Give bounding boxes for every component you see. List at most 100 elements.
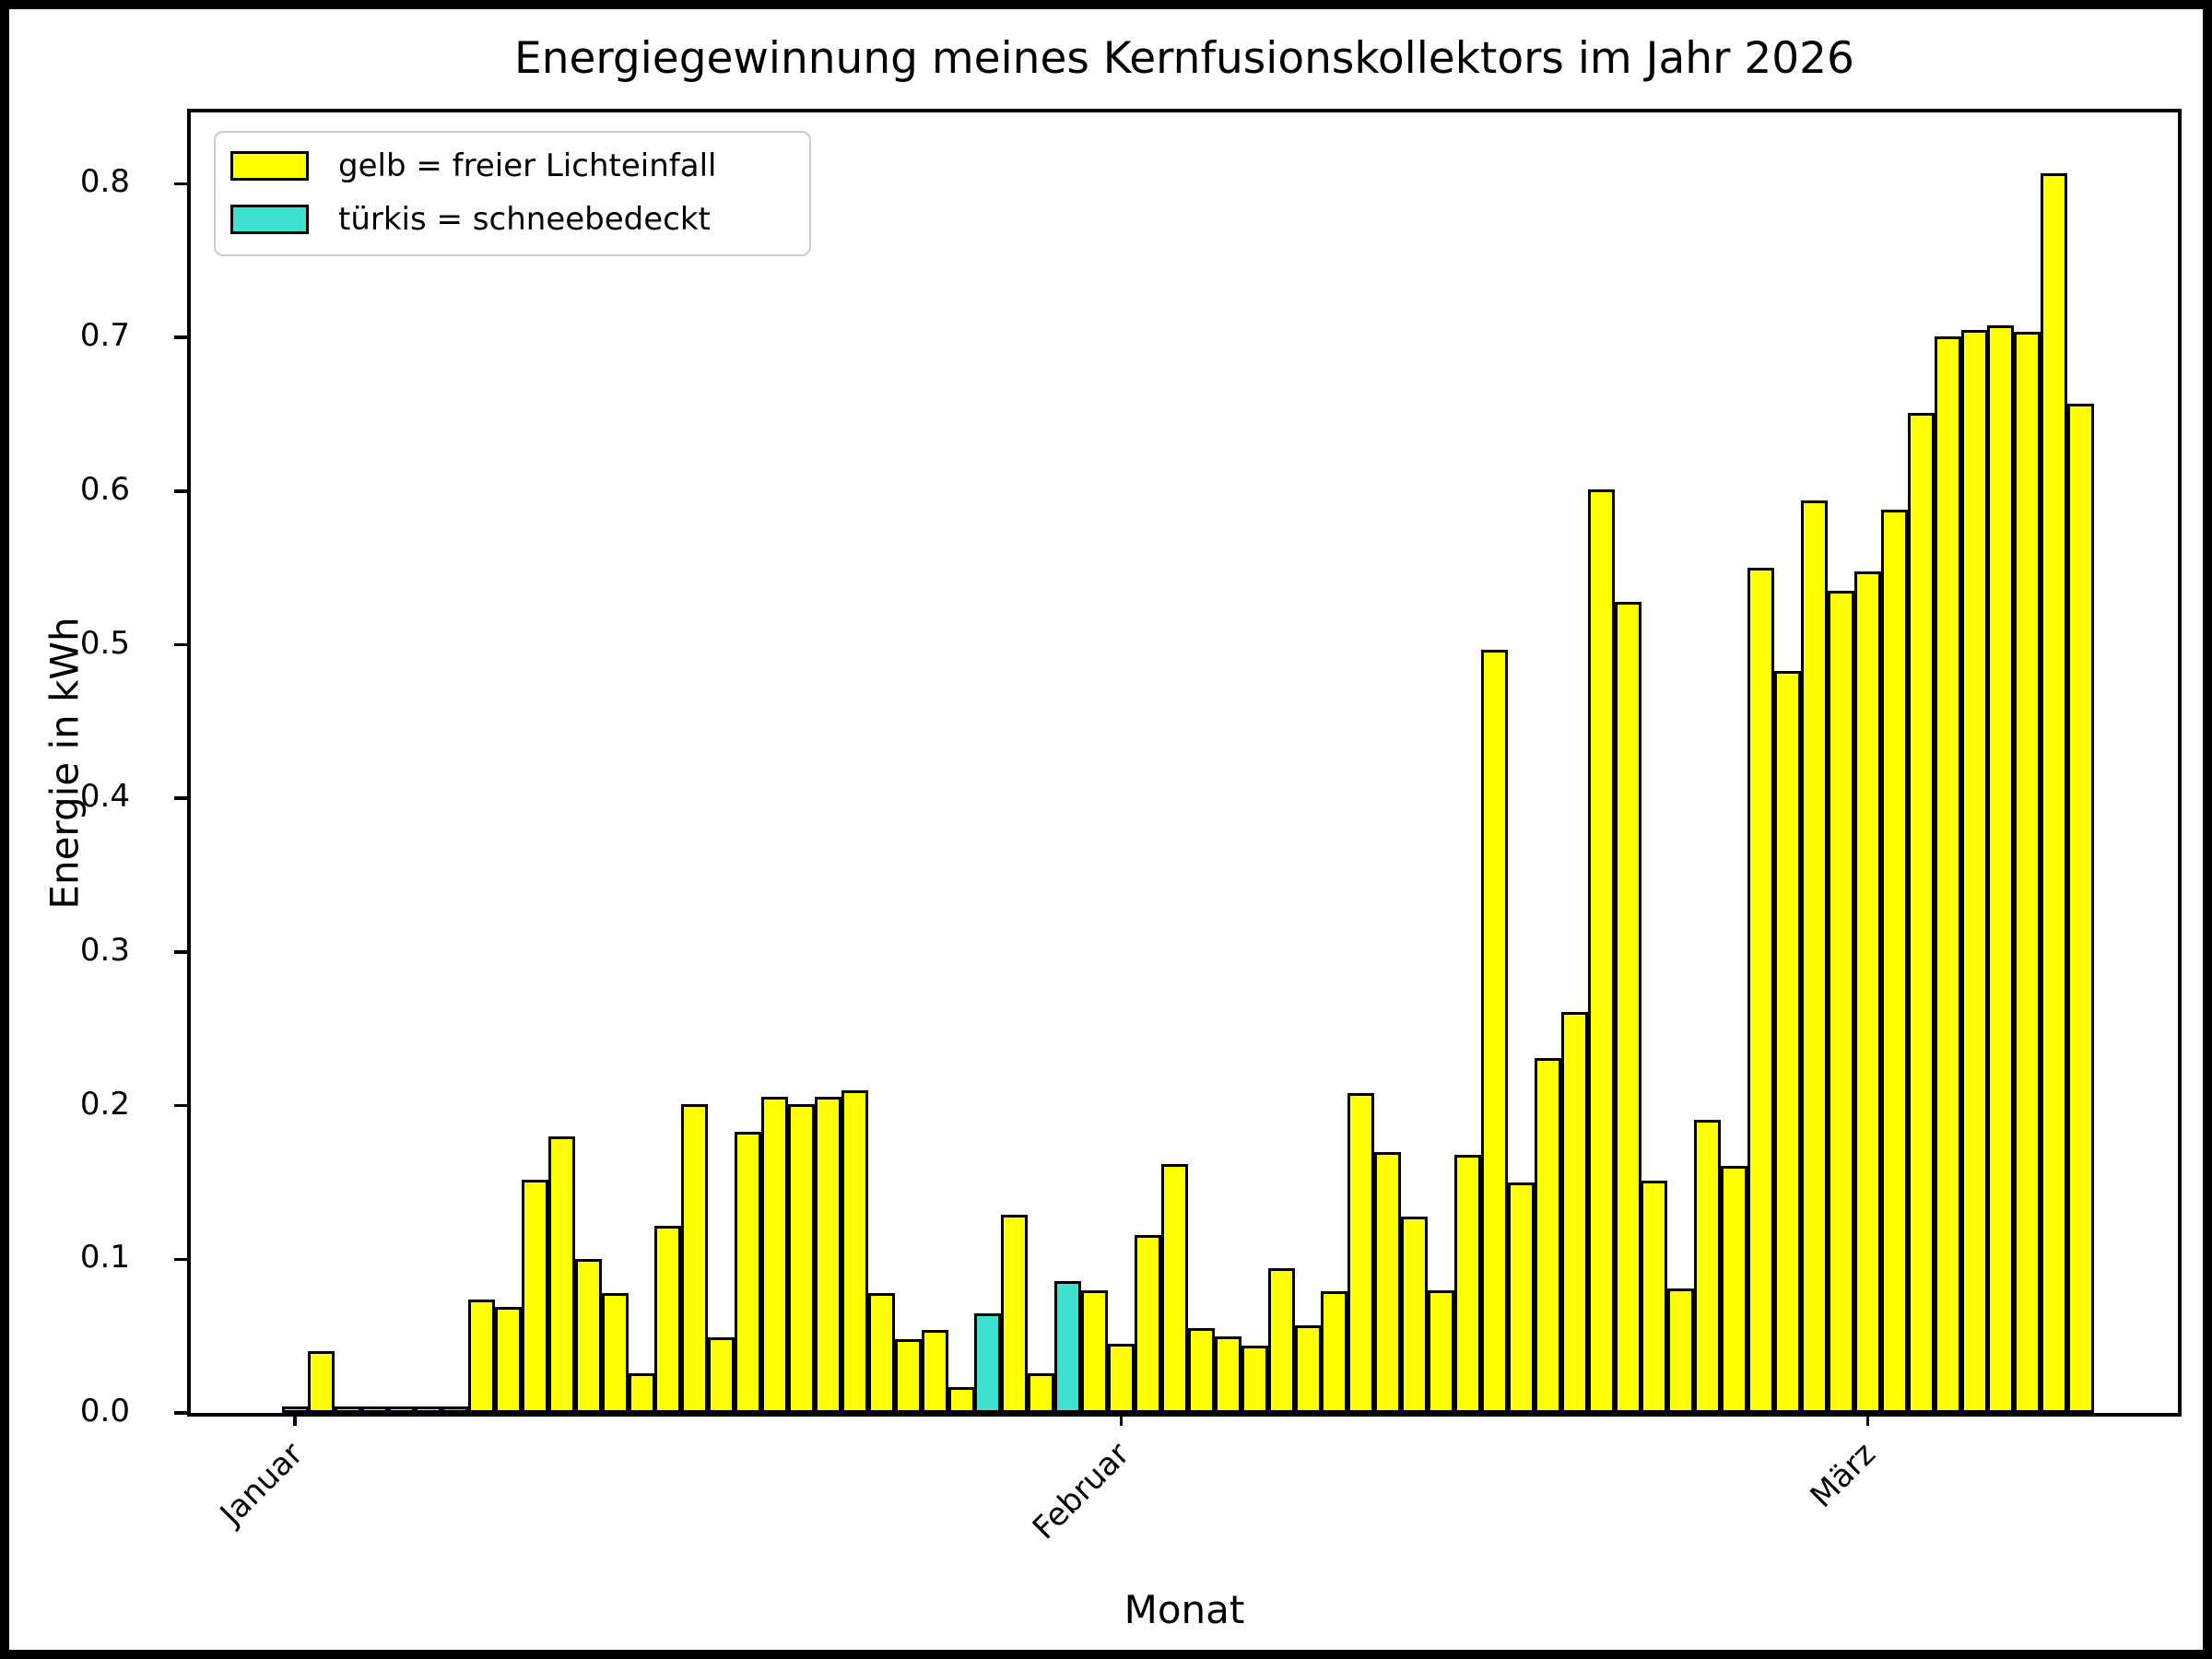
bar-2026-02-16 xyxy=(1507,1182,1535,1413)
x-axis-label: Monat xyxy=(1124,1587,1245,1632)
bar-2026-02-19 xyxy=(1587,489,1615,1413)
bar-2026-02-21 xyxy=(1641,1181,1668,1413)
y-tick-0.2 xyxy=(174,1103,187,1108)
legend-swatch-turquoise xyxy=(230,204,309,234)
bar-2026-01-01 xyxy=(281,1406,309,1413)
bar-2026-01-04 xyxy=(361,1406,389,1413)
bar-2026-01-07-snow xyxy=(441,1406,468,1413)
bar-2026-02-02 xyxy=(1134,1235,1161,1413)
y-tick-0.4 xyxy=(174,796,187,800)
bar-2026-02-05 xyxy=(1214,1336,1241,1413)
legend-item-snow-covered: türkis = schneebedeckt xyxy=(230,194,711,244)
bar-2026-02-10 xyxy=(1347,1093,1375,1413)
bar-2026-03-06 xyxy=(1987,325,2015,1413)
bar-2026-03-09 xyxy=(2067,404,2095,1413)
x-tick-label-März: März xyxy=(1803,1435,1884,1515)
bar-2026-01-22 xyxy=(841,1090,868,1413)
y-tick-0.1 xyxy=(174,1257,187,1262)
bar-2026-02-07 xyxy=(1267,1268,1295,1413)
bar-2026-01-13 xyxy=(601,1293,629,1413)
bar-2026-03-07 xyxy=(2014,332,2041,1413)
bar-2026-01-14 xyxy=(628,1373,655,1413)
bar-2026-01-23 xyxy=(867,1293,895,1413)
legend-swatch-yellow xyxy=(230,150,309,181)
bar-2026-01-30-snow xyxy=(1054,1281,1082,1413)
bar-2026-02-14 xyxy=(1454,1155,1481,1413)
legend-item-free-light: gelb = freier Lichteinfall xyxy=(230,140,716,191)
bar-2026-02-26 xyxy=(1774,671,1801,1413)
bar-2026-02-17 xyxy=(1534,1058,1561,1413)
bar-2026-01-09 xyxy=(494,1307,522,1413)
bar-2026-03-04 xyxy=(1934,336,1961,1413)
y-tick-0.0 xyxy=(174,1411,187,1415)
legend-label-snow-covered: türkis = schneebedeckt xyxy=(338,200,711,238)
y-tick-0.7 xyxy=(174,335,187,339)
bar-2026-01-20 xyxy=(788,1104,815,1413)
bar-2026-01-08 xyxy=(467,1300,495,1413)
bar-2026-02-04 xyxy=(1187,1328,1215,1413)
bar-2026-02-13 xyxy=(1428,1290,1455,1413)
bar-2026-02-22 xyxy=(1667,1288,1695,1413)
bar-2026-01-27-snow xyxy=(974,1313,1002,1413)
bar-2026-01-11 xyxy=(547,1136,575,1413)
x-tick-Januar xyxy=(293,1413,297,1426)
y-tick-label-0.6: 0.6 xyxy=(79,470,130,508)
bar-2026-03-01 xyxy=(1853,571,1881,1413)
y-tick-label-0.1: 0.1 xyxy=(79,1239,130,1277)
bar-2026-02-20 xyxy=(1614,602,1641,1413)
bar-2026-02-08 xyxy=(1294,1325,1322,1413)
bar-2026-02-24 xyxy=(1721,1166,1748,1413)
bar-2026-02-09 xyxy=(1321,1291,1348,1413)
bar-2026-01-06 xyxy=(415,1406,442,1413)
bar-2026-01-16 xyxy=(681,1104,709,1413)
bar-2026-01-15 xyxy=(654,1226,682,1413)
bar-2026-02-06 xyxy=(1241,1346,1268,1413)
y-tick-label-0.5: 0.5 xyxy=(79,624,130,662)
plot-inner: gelb = freier Lichteinfall türkis = schn… xyxy=(80,112,2178,1547)
bar-2026-03-03 xyxy=(1907,413,1935,1413)
y-tick-label-0.3: 0.3 xyxy=(79,931,130,969)
y-tick-label-0.7: 0.7 xyxy=(79,317,130,355)
y-tick-0.6 xyxy=(174,489,187,493)
bar-2026-03-02 xyxy=(1880,510,1908,1413)
bar-2026-02-12 xyxy=(1401,1217,1429,1413)
bar-2026-02-03 xyxy=(1160,1164,1188,1413)
bar-2026-01-28 xyxy=(1001,1215,1029,1413)
y-tick-label-0.0: 0.0 xyxy=(79,1393,130,1430)
x-tick-label-Januar: Januar xyxy=(213,1435,311,1533)
bar-2026-01-31 xyxy=(1081,1290,1109,1413)
legend: gelb = freier Lichteinfall türkis = schn… xyxy=(214,131,811,256)
bar-2026-01-19 xyxy=(761,1097,789,1413)
bar-2026-01-21 xyxy=(814,1097,841,1413)
bar-2026-03-05 xyxy=(1960,330,1988,1413)
y-tick-0.8 xyxy=(174,182,187,186)
bar-2026-02-27 xyxy=(1800,500,1828,1413)
bar-2026-02-18 xyxy=(1560,1012,1588,1413)
x-tick-Februar xyxy=(1119,1413,1124,1426)
bar-2026-01-24 xyxy=(894,1339,922,1413)
bar-2026-02-25 xyxy=(1747,568,1775,1413)
y-tick-0.3 xyxy=(174,950,187,954)
bar-2026-01-10 xyxy=(521,1180,548,1413)
bar-2026-02-11 xyxy=(1374,1152,1402,1413)
x-tick-label-Februar: Februar xyxy=(1025,1435,1137,1547)
plot-area: gelb = freier Lichteinfall türkis = schn… xyxy=(80,109,2182,1547)
bar-2026-02-28 xyxy=(1827,591,1854,1413)
y-tick-label-0.2: 0.2 xyxy=(79,1085,130,1123)
legend-label-free-light: gelb = freier Lichteinfall xyxy=(338,147,717,184)
bar-2026-01-17 xyxy=(708,1337,735,1413)
bar-2026-01-03 xyxy=(335,1406,362,1413)
bar-2026-03-08 xyxy=(2041,173,2068,1413)
bar-2026-02-15 xyxy=(1480,650,1508,1413)
y-tick-label-0.8: 0.8 xyxy=(79,163,130,201)
bar-2026-01-02 xyxy=(308,1351,335,1413)
y-axis-label-wrap: Energie in kWh xyxy=(37,112,92,1413)
bar-2026-01-05 xyxy=(388,1406,416,1413)
bar-2026-02-23 xyxy=(1694,1120,1722,1413)
bar-2026-01-26 xyxy=(947,1387,975,1413)
x-tick-März xyxy=(1865,1413,1870,1426)
y-tick-label-0.4: 0.4 xyxy=(79,778,130,816)
bar-2026-01-18 xyxy=(735,1132,762,1413)
bar-2026-02-01 xyxy=(1108,1344,1135,1413)
